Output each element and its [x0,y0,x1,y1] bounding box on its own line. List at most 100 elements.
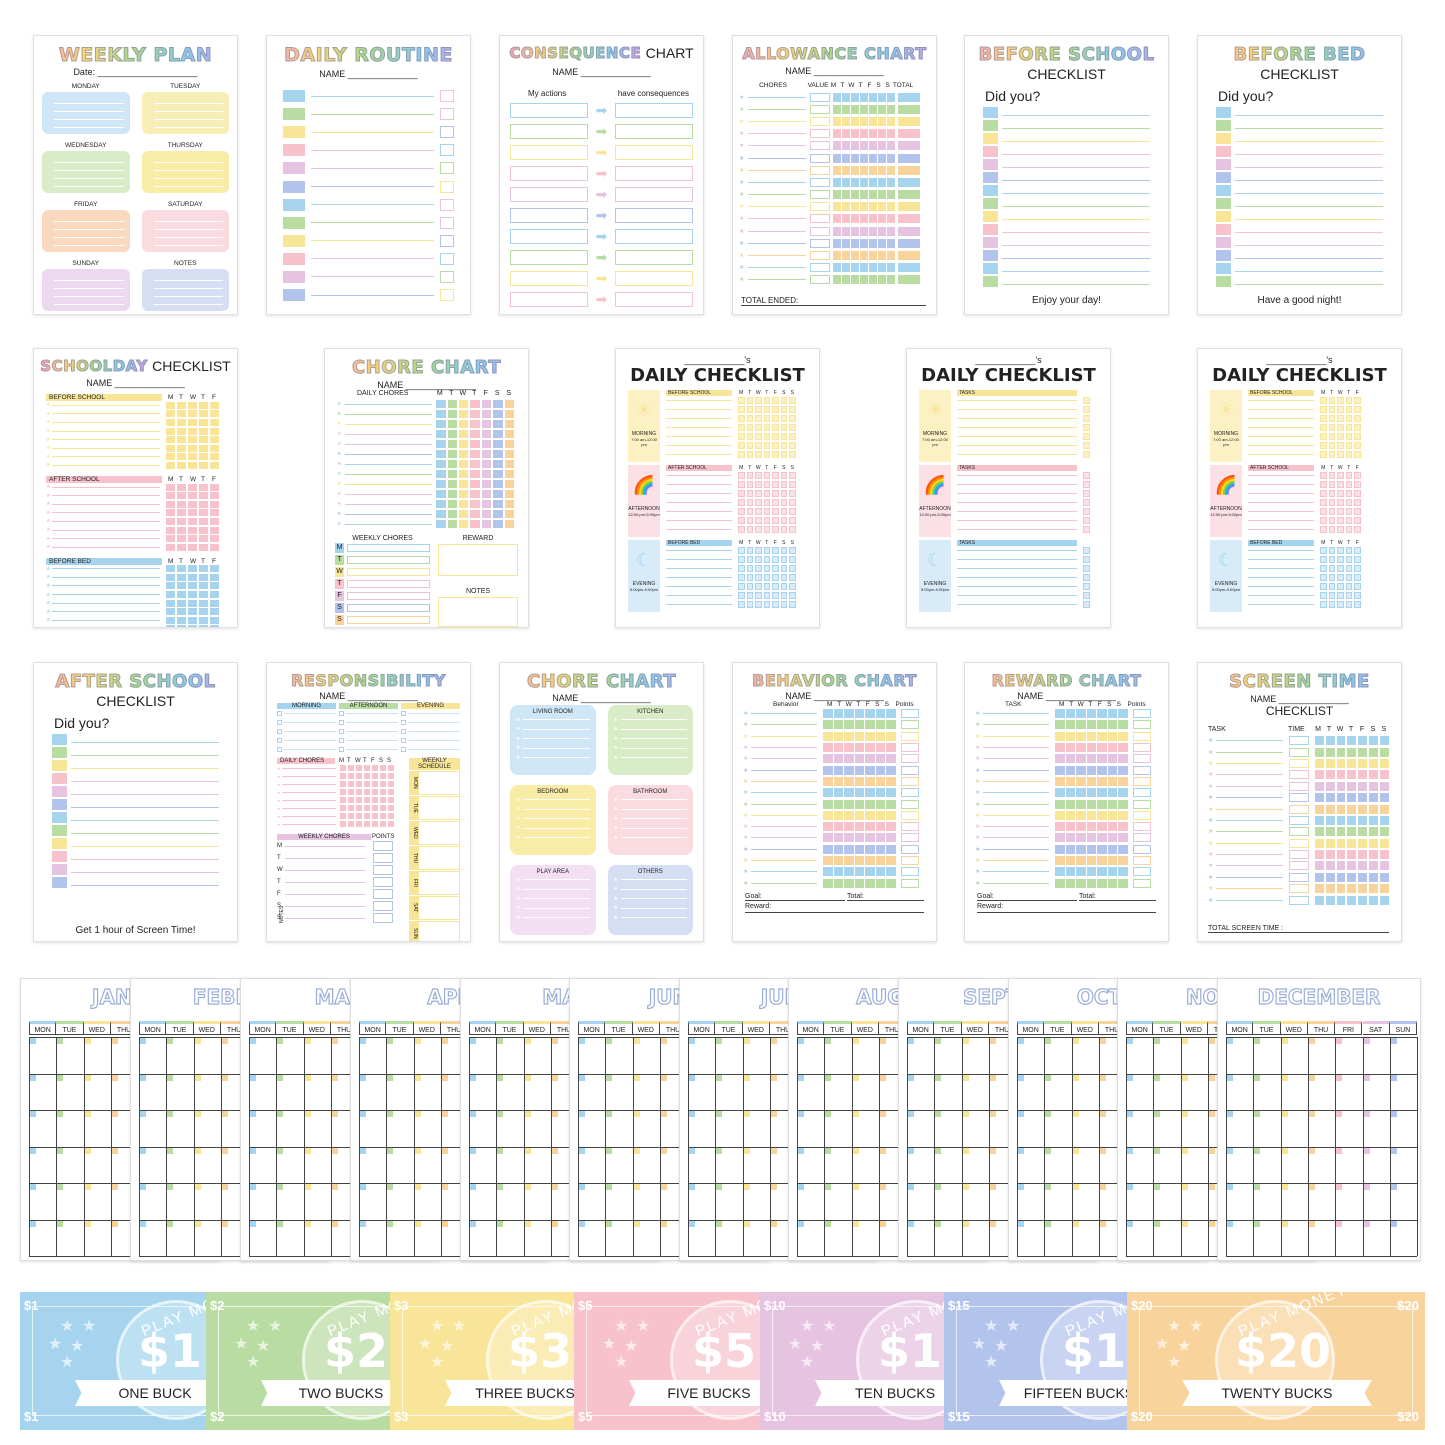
day-cell[interactable] [1083,556,1090,563]
day-cell[interactable] [340,805,346,811]
day-cell[interactable] [1347,861,1357,871]
day-cell[interactable] [372,789,378,795]
check-box[interactable] [440,90,454,103]
day-cell[interactable] [1337,442,1344,449]
check-box[interactable] [52,799,67,810]
day-cell[interactable] [166,573,175,581]
date-corner[interactable] [1127,1147,1133,1154]
day-cell[interactable] [1369,827,1379,837]
day-cell[interactable] [746,526,753,533]
day-cell[interactable] [458,460,469,468]
day-cell[interactable] [869,238,877,248]
day-cell[interactable] [1337,397,1344,404]
day-cell[interactable] [833,153,841,163]
date-corner[interactable] [1127,1038,1133,1044]
day-cell[interactable] [388,821,394,827]
day-cell[interactable] [356,805,362,811]
day-cell[interactable] [470,500,480,508]
day-cell[interactable] [869,141,877,151]
date-corner[interactable] [497,1074,504,1081]
check-box[interactable] [440,270,454,283]
day-cell[interactable] [865,765,875,775]
day-cell[interactable] [746,556,753,563]
day-cell[interactable] [1065,833,1075,843]
day-cell[interactable] [348,765,354,771]
day-cell[interactable] [772,583,779,590]
day-cell[interactable] [1380,793,1390,803]
day-cell[interactable] [1380,804,1390,814]
day-cell[interactable] [1354,406,1361,413]
date-corner[interactable] [1154,1111,1161,1117]
date-corner[interactable] [989,1074,996,1081]
day-cell[interactable] [860,141,868,151]
day-cell[interactable] [493,410,503,418]
check-box[interactable] [440,126,454,139]
day-cell[interactable] [1097,731,1107,741]
day-cell[interactable] [1107,867,1117,877]
day-cell[interactable] [356,797,362,803]
day-cell[interactable] [865,810,875,820]
day-cell[interactable] [1314,804,1324,814]
day-cell[interactable] [1097,709,1107,719]
day-cell[interactable] [746,490,753,497]
day-cell[interactable] [1065,878,1075,888]
day-cell[interactable] [772,508,779,515]
date-corner[interactable] [497,1111,504,1117]
day-cell[interactable] [833,129,841,139]
date-corner[interactable] [660,1147,667,1154]
day-cell[interactable] [166,483,175,491]
check-box[interactable] [440,108,454,121]
day-cell[interactable] [1345,481,1352,488]
day-cell[interactable] [199,453,208,461]
check-box[interactable] [1216,237,1231,248]
day-cell[interactable] [348,821,354,827]
check-box[interactable] [52,838,67,849]
day-cell[interactable] [1337,472,1344,479]
date-corner[interactable] [689,1147,695,1154]
day-cell[interactable] [481,450,492,458]
date-corner[interactable] [1018,1147,1024,1154]
day-cell[interactable] [865,731,875,741]
date-corner[interactable] [1308,1147,1315,1154]
day-cell[interactable] [199,573,208,581]
day-cell[interactable] [210,608,219,616]
check-box[interactable] [1216,120,1231,131]
day-cell[interactable] [1358,838,1368,848]
day-cell[interactable] [1076,844,1086,854]
check-box[interactable] [1216,107,1231,118]
date-corner[interactable] [825,1038,832,1044]
day-cell[interactable] [1380,850,1390,860]
day-cell[interactable] [1320,574,1327,581]
date-corner[interactable] [221,1038,228,1044]
check-box[interactable] [983,185,998,196]
day-cell[interactable] [1347,815,1357,825]
date-corner[interactable] [167,1147,174,1154]
date-corner[interactable] [30,1147,36,1154]
day-cell[interactable] [789,574,796,581]
day-cell[interactable] [1336,747,1346,757]
day-cell[interactable] [887,190,895,200]
date-corner[interactable] [304,1111,311,1117]
date-corner[interactable] [414,1147,421,1154]
date-corner[interactable] [1363,1111,1370,1117]
day-cell[interactable] [823,844,833,854]
day-cell[interactable] [364,773,370,779]
day-cell[interactable] [1086,833,1096,843]
day-cell[interactable] [364,813,370,819]
day-cell[interactable] [436,510,446,518]
day-cell[interactable] [1337,433,1344,440]
day-cell[interactable] [854,844,864,854]
day-cell[interactable] [1347,827,1357,837]
day-cell[interactable] [177,410,186,418]
date-corner[interactable] [304,1220,311,1227]
day-cell[interactable] [1097,765,1107,775]
day-cell[interactable] [1320,415,1327,422]
day-cell[interactable] [865,833,875,843]
date-corner[interactable] [1127,1111,1133,1117]
day-cell[interactable] [210,461,219,469]
day-cell[interactable] [493,480,503,488]
day-cell[interactable] [458,520,469,528]
day-cell[interactable] [1118,822,1128,832]
day-cell[interactable] [860,177,868,187]
date-corner[interactable] [84,1111,91,1117]
